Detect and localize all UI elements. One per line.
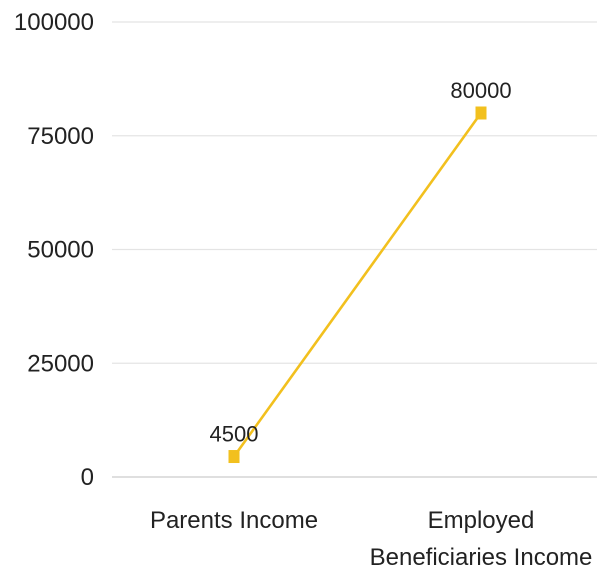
y-tick-label: 75000: [27, 123, 94, 150]
data-label: 80000: [450, 78, 511, 103]
x-axis: Parents Income Employed Beneficiaries Inco…: [150, 507, 592, 571]
grid-lines: [112, 21, 597, 478]
data-label: 4500: [210, 422, 259, 447]
data-point-marker: [475, 106, 487, 120]
y-tick-label: 0: [81, 464, 94, 491]
y-tick-label: 25000: [27, 350, 94, 377]
x-tick-label: Employed Beneficiaries Income: [370, 507, 593, 571]
x-tick-label: Parents Income: [150, 507, 318, 534]
series-line-layer: [228, 106, 487, 464]
y-tick-label: 100000: [14, 9, 94, 36]
series-line: [232, 112, 483, 458]
y-axis: 100000 75000 50000 25000 0: [14, 9, 94, 491]
data-labels: 4500 80000: [210, 78, 512, 447]
data-point-marker: [228, 450, 240, 464]
y-tick-label: 50000: [27, 237, 94, 264]
